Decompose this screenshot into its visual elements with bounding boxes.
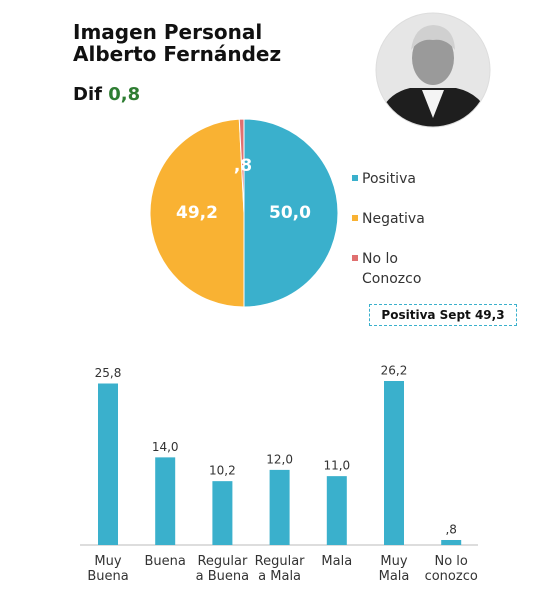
x-tick-label: Muy Mala xyxy=(378,554,410,584)
legend-swatch xyxy=(352,175,358,181)
bar xyxy=(384,381,404,545)
portrait-photo xyxy=(376,13,490,127)
bar-value-label: 25,8 xyxy=(95,366,122,380)
slice-label: 49,2 xyxy=(176,203,218,223)
legend-label: No lo Conozco xyxy=(362,251,422,287)
slice-label: ,8 xyxy=(234,156,252,176)
title-line: Imagen Personal xyxy=(73,20,263,44)
legend-swatch xyxy=(352,215,358,221)
bar-value-label: ,8 xyxy=(445,522,456,536)
x-tick-label: Mala xyxy=(321,554,353,569)
bar-value-label: 14,0 xyxy=(152,440,179,454)
x-tick-label: No lo conozco xyxy=(424,554,478,584)
pie-slice xyxy=(238,118,245,214)
bar-value-label: 10,2 xyxy=(209,464,236,478)
legend-swatch xyxy=(352,255,358,261)
annotation: Positiva Sept 49,3 xyxy=(369,304,517,326)
portrait-frame xyxy=(375,12,491,128)
difference-value: 0,8 xyxy=(108,84,141,105)
bar-value-label: 26,2 xyxy=(381,364,408,378)
x-tick-label: Regular a Buena xyxy=(195,554,250,584)
bar xyxy=(269,469,290,545)
x-tick-label: Regular a Mala xyxy=(254,554,305,584)
title-line: Alberto Fernández xyxy=(73,42,282,66)
bar xyxy=(98,383,118,545)
slice-label: 50,0 xyxy=(269,203,311,223)
bar xyxy=(441,539,462,545)
difference: Dif 0,8 xyxy=(73,84,140,105)
bar-value-label: 11,0 xyxy=(323,459,350,473)
difference-label: Dif xyxy=(73,84,102,105)
pie-slice xyxy=(243,118,339,308)
legend-label: Positiva xyxy=(362,171,416,187)
x-tick-label: Buena xyxy=(144,554,186,569)
x-tick-label: Muy Buena xyxy=(87,554,129,584)
legend-label: Negativa xyxy=(362,211,425,227)
bar-value-label: 12,0 xyxy=(266,452,293,466)
pie-slice xyxy=(149,118,245,308)
bar xyxy=(155,457,176,545)
bar xyxy=(212,481,233,545)
bar xyxy=(326,476,347,545)
